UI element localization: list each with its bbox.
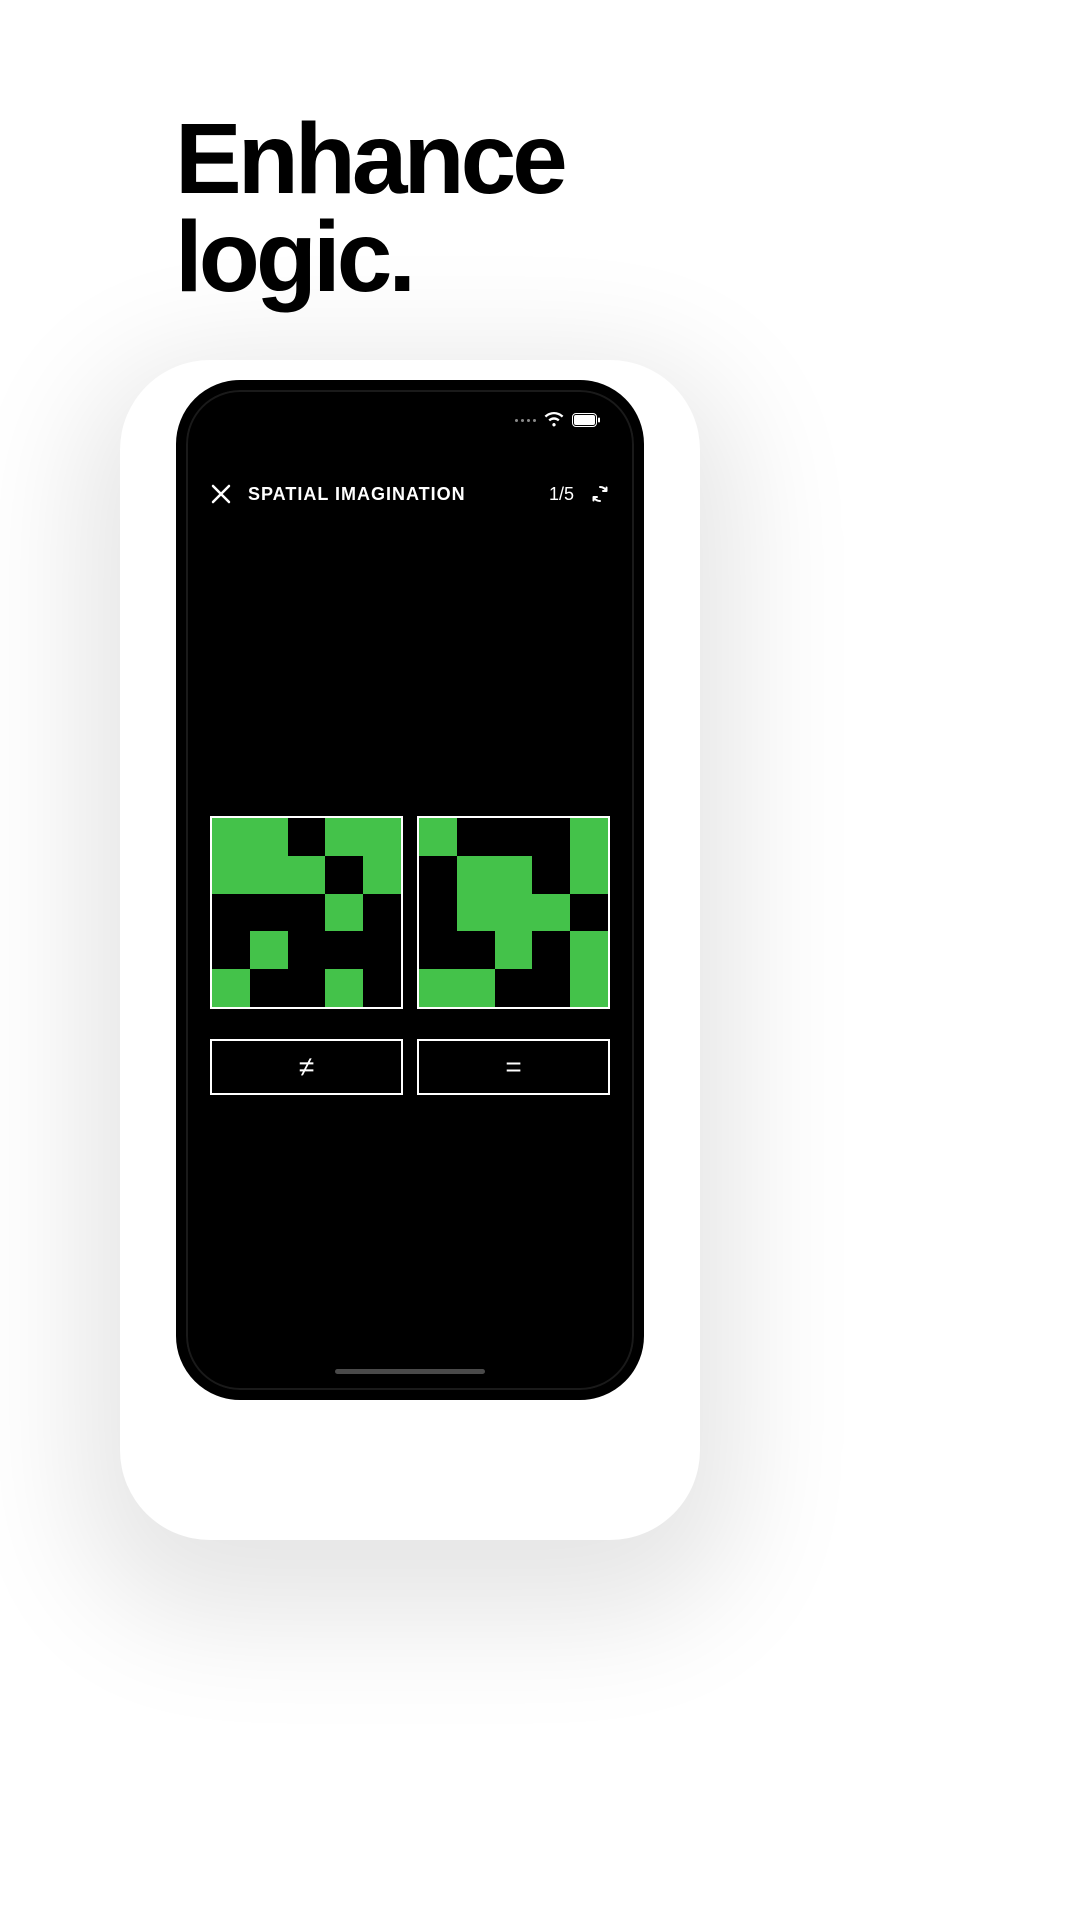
wifi-icon [544, 412, 564, 428]
refresh-icon[interactable] [590, 484, 610, 504]
grid-cell [250, 856, 288, 894]
signal-dots-icon [515, 419, 536, 422]
game-area: ≠ = [210, 816, 610, 1095]
grid-cell [288, 894, 326, 932]
grid-cell [212, 969, 250, 1007]
grid-cell [457, 894, 495, 932]
not-equal-button[interactable]: ≠ [210, 1039, 403, 1095]
grids-row [210, 816, 610, 1009]
grid-cell [570, 818, 608, 856]
screen-title: SPATIAL IMAGINATION [248, 484, 466, 505]
grid-cell [495, 818, 533, 856]
grid-cell [495, 969, 533, 1007]
grid-cell [363, 818, 401, 856]
grid-cell [212, 856, 250, 894]
left-pattern-grid [210, 816, 403, 1009]
grid-cell [532, 894, 570, 932]
grid-cell [250, 969, 288, 1007]
grid-cell [457, 818, 495, 856]
home-indicator[interactable] [335, 1369, 485, 1374]
grid-cell [288, 969, 326, 1007]
grid-cell [457, 969, 495, 1007]
grid-cell [325, 818, 363, 856]
headline-line-2: logic. [175, 208, 564, 306]
grid-cell [325, 894, 363, 932]
battery-icon [572, 413, 600, 427]
grid-cell [288, 931, 326, 969]
nav-bar: SPATIAL IMAGINATION 1/5 [192, 470, 628, 518]
grid-cell [363, 856, 401, 894]
grid-cell [570, 969, 608, 1007]
progress-counter: 1/5 [549, 484, 574, 505]
grid-cell [419, 856, 457, 894]
grid-cell [250, 818, 288, 856]
grid-cell [532, 931, 570, 969]
grid-cell [250, 931, 288, 969]
grid-cell [325, 931, 363, 969]
grid-cell [532, 856, 570, 894]
close-icon[interactable] [210, 483, 232, 505]
grid-cell [495, 856, 533, 894]
grid-cell [288, 818, 326, 856]
marketing-headline: Enhance logic. [175, 110, 564, 306]
phone-frame: SPATIAL IMAGINATION 1/5 ≠ = [176, 380, 644, 1400]
grid-cell [570, 856, 608, 894]
grid-cell [363, 931, 401, 969]
grid-cell [570, 894, 608, 932]
grid-cell [363, 894, 401, 932]
answer-row: ≠ = [210, 1039, 610, 1095]
grid-cell [419, 894, 457, 932]
grid-cell [212, 818, 250, 856]
grid-cell [288, 856, 326, 894]
grid-cell [212, 894, 250, 932]
grid-cell [419, 969, 457, 1007]
grid-cell [532, 818, 570, 856]
grid-cell [570, 931, 608, 969]
headline-line-1: Enhance [175, 110, 564, 208]
right-pattern-grid [417, 816, 610, 1009]
grid-cell [325, 969, 363, 1007]
grid-cell [419, 931, 457, 969]
equal-button[interactable]: = [417, 1039, 610, 1095]
grid-cell [250, 894, 288, 932]
grid-cell [532, 969, 570, 1007]
grid-cell [457, 931, 495, 969]
grid-cell [325, 856, 363, 894]
grid-cell [419, 818, 457, 856]
phone-screen: SPATIAL IMAGINATION 1/5 ≠ = [192, 396, 628, 1384]
grid-cell [495, 894, 533, 932]
grid-cell [457, 856, 495, 894]
grid-cell [495, 931, 533, 969]
status-bar [192, 396, 628, 444]
grid-cell [363, 969, 401, 1007]
grid-cell [212, 931, 250, 969]
